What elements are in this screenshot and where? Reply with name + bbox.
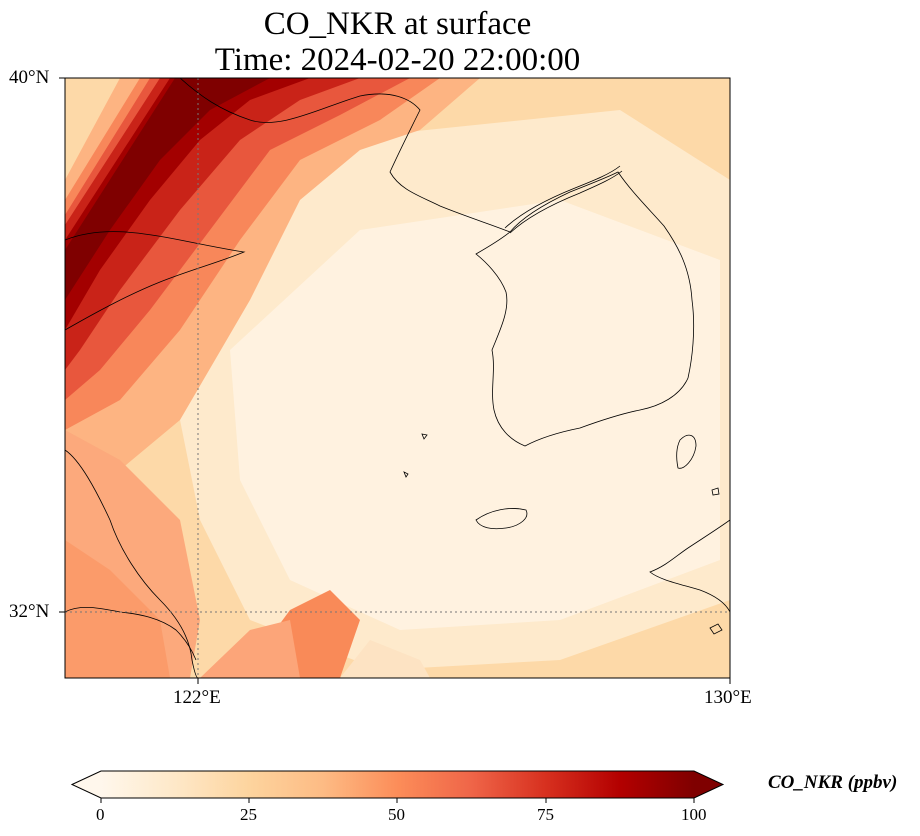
lat-tick-label-40N: 40°N [9,67,50,88]
map-title: CO_NKR at surface [263,6,532,42]
map-frame [64,77,731,679]
concentration-field [65,78,730,678]
axis-ticks [59,77,731,684]
colorbar-tick-50: 50 [388,805,405,824]
lat-tick-label-32N: 32°N [9,601,50,622]
colorbar-label: CO_NKR (ppbv) [768,772,898,793]
colorbar [70,770,725,803]
map-gridlines [65,78,730,678]
lon-tick-label-130E: 130°E [704,687,752,708]
map-time-subtitle: Time: 2024-02-20 22:00:00 [214,42,581,78]
coastlines [65,78,730,678]
colorbar-tick-100: 100 [681,805,707,824]
colorbar-tick-0: 0 [96,805,105,824]
colorbar-tick-25: 25 [240,805,257,824]
lon-tick-label-122E: 122°E [173,687,221,708]
colorbar-tick-75: 75 [537,805,554,824]
